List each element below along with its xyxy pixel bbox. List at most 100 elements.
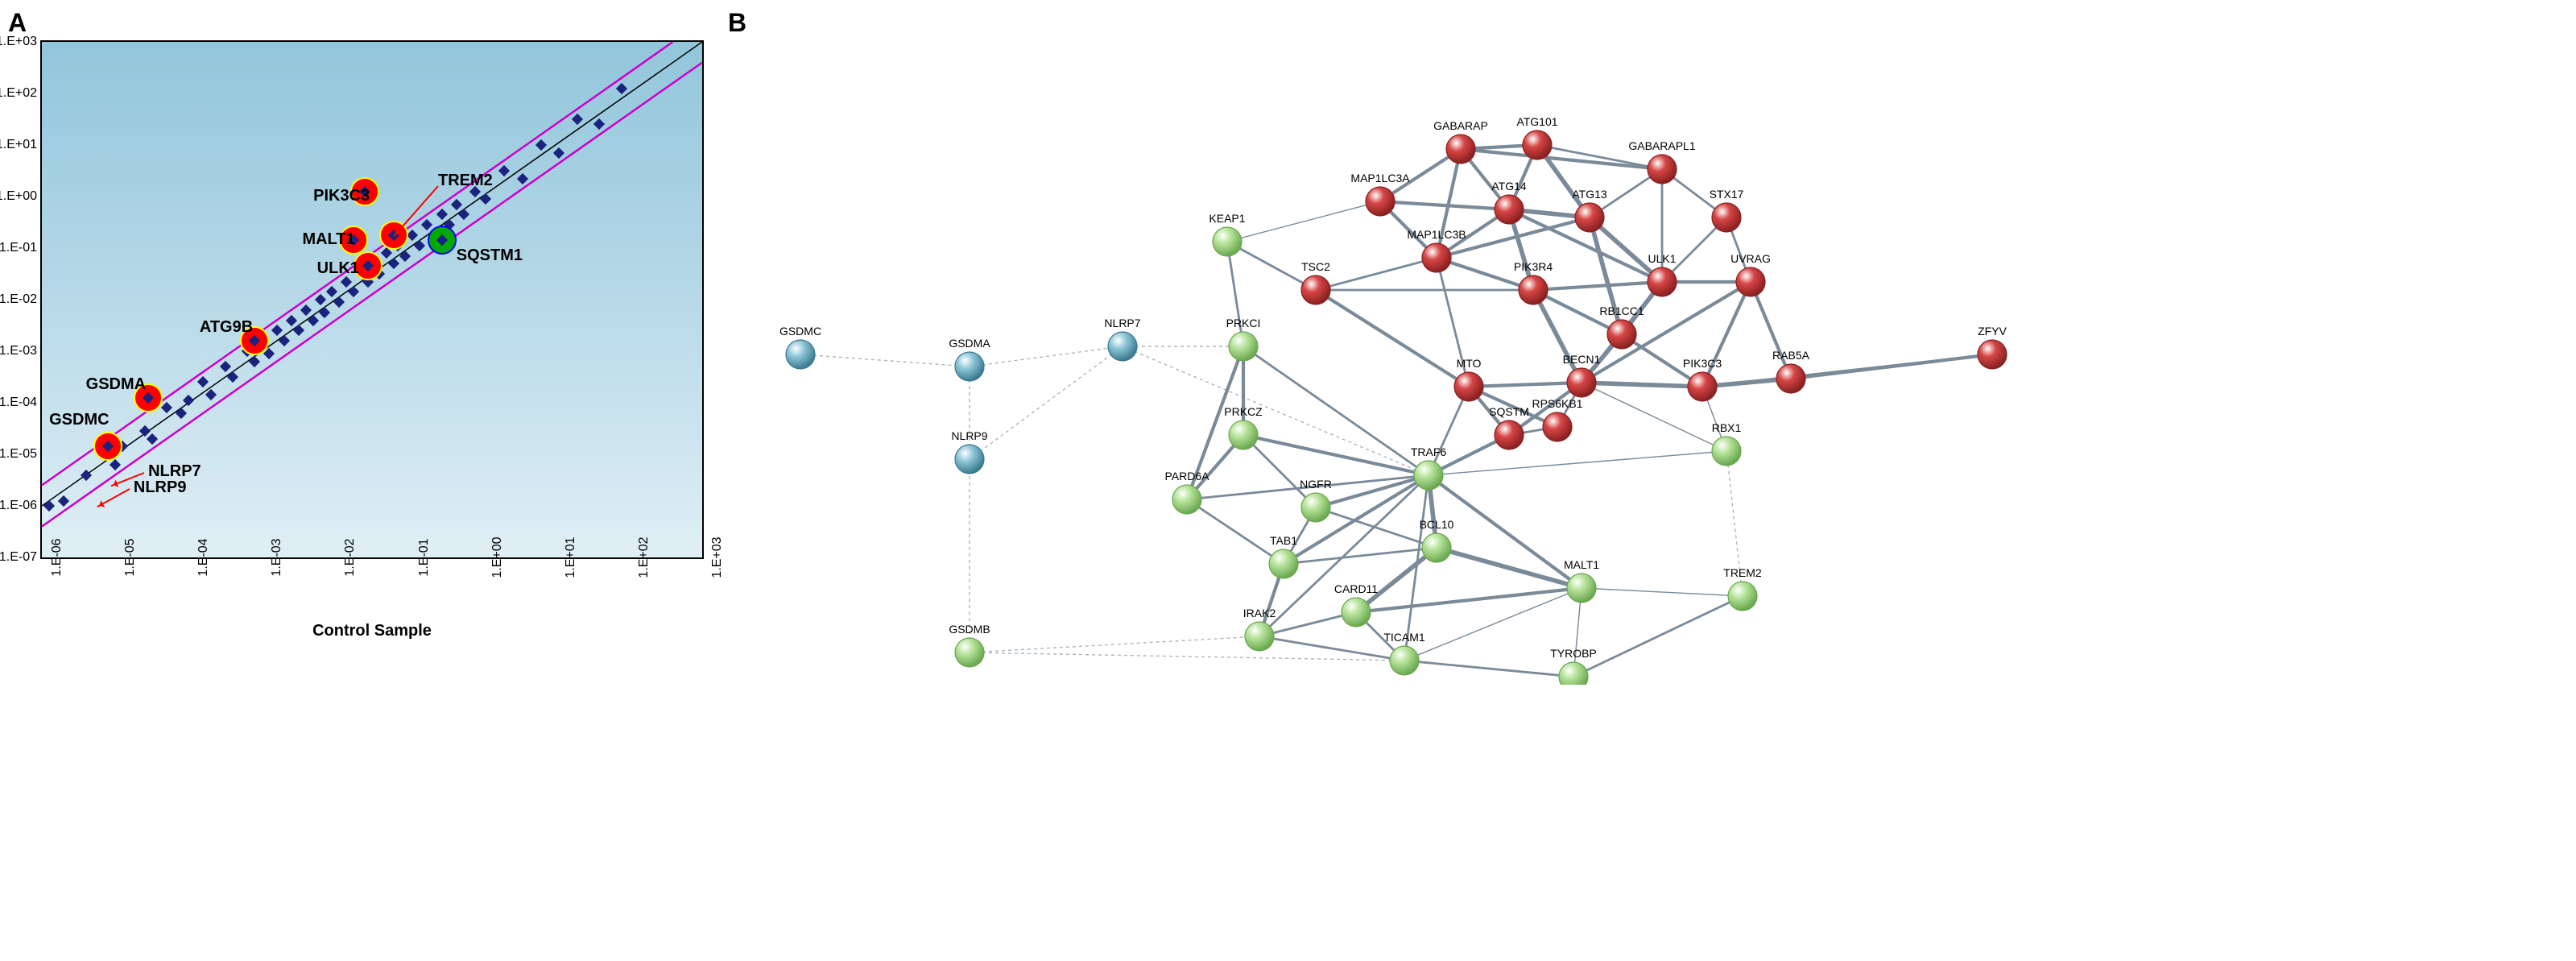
network-node	[1575, 203, 1604, 232]
y-tick-label: 1.E-03	[0, 344, 42, 358]
network-node	[1108, 332, 1137, 361]
network-node	[1776, 364, 1805, 393]
network-edge	[1123, 346, 1429, 475]
network-node	[1567, 574, 1596, 603]
y-tick-label: 1.E+00	[0, 189, 42, 204]
network-edge	[800, 354, 970, 367]
network-node	[955, 445, 984, 474]
node-label: CARD11	[1334, 582, 1378, 595]
network-node	[1736, 267, 1765, 296]
network-edge	[1437, 149, 1461, 258]
y-tick-label: 1.E-01	[0, 241, 42, 255]
node-label: UVRAG	[1730, 252, 1771, 265]
node-label: ATG101	[1516, 115, 1557, 128]
network-node	[1688, 372, 1717, 401]
node-label: BCL10	[1420, 518, 1454, 531]
network-node	[1543, 412, 1572, 441]
network-node	[1712, 437, 1741, 466]
network-edge	[1243, 435, 1316, 507]
network-node	[1523, 130, 1552, 159]
scatter-chart: GSDMCGSDMAATG9BMALT1ULK1PIK3C3TREM2SQSTM…	[40, 40, 704, 559]
node-label: PRKCZ	[1224, 405, 1263, 418]
network-edge	[1316, 507, 1437, 548]
gene-label: GSDMC	[49, 411, 109, 429]
node-label: BECN1	[1563, 353, 1601, 366]
x-tick-label: 1.E-04	[188, 538, 243, 576]
node-label: MALT1	[1564, 558, 1599, 571]
network-node	[955, 638, 984, 667]
network-node	[1269, 549, 1298, 578]
network-node	[1712, 203, 1741, 232]
node-label: GABARAP	[1433, 119, 1488, 132]
network-edge	[970, 346, 1123, 459]
node-label: TRAF6	[1411, 445, 1447, 458]
panel-b: B GSDMCGSDMANLRP9NLRP7GSDMBKEAP1PRKCIPRK…	[736, 16, 2105, 685]
gene-label: NLRP9	[134, 478, 187, 497]
network-edge	[1404, 661, 1573, 677]
node-label: NGFR	[1300, 478, 1332, 491]
node-label: STX17	[1710, 188, 1744, 201]
panel-a-label: A	[8, 8, 27, 38]
network-node	[1559, 662, 1588, 685]
node-label: IRAK2	[1243, 607, 1276, 619]
network-node	[1519, 275, 1548, 304]
x-tick-label: 1.E+02	[629, 536, 684, 578]
network-node	[1567, 368, 1596, 397]
network-nodes: GSDMCGSDMANLRP9NLRP7GSDMBKEAP1PRKCIPRKCZ…	[779, 115, 2007, 685]
network-edge	[1356, 548, 1437, 612]
y-tick-label: 1.E+03	[0, 35, 42, 49]
y-tick-label: 1.E-06	[0, 499, 42, 513]
network-edge	[1380, 201, 1509, 209]
gene-label: SQSTM1	[457, 246, 523, 265]
network-edge	[1227, 201, 1380, 242]
node-label: NLRP7	[1104, 317, 1140, 329]
network-node	[1390, 646, 1419, 675]
network-edge	[1573, 596, 1743, 677]
network-node	[1446, 135, 1475, 164]
panel-a: A GSDMCGSDMAATG9BMALT1ULK1PIK3C3TREM2SQS…	[16, 16, 704, 559]
y-tick-label: 1.E-05	[0, 447, 42, 462]
network-edge	[1469, 383, 1582, 387]
network-node	[1454, 372, 1483, 401]
network-edge	[1791, 354, 1992, 379]
node-label: PIK3R4	[1514, 260, 1553, 273]
x-tick-label: 1.E-02	[335, 538, 390, 576]
panel-b-label: B	[728, 8, 746, 38]
network-edge	[1316, 258, 1437, 290]
gene-label: MALT1	[302, 230, 354, 249]
network-node	[1728, 582, 1757, 611]
network-node	[955, 352, 984, 381]
network-edge	[970, 636, 1259, 652]
node-label: TSC2	[1301, 260, 1330, 273]
node-label: ATG14	[1491, 180, 1527, 193]
node-label: ATG13	[1572, 188, 1607, 201]
network-edge	[970, 652, 1404, 661]
node-label: NLRP9	[951, 429, 987, 442]
network-node	[1366, 187, 1395, 216]
network-node	[1213, 227, 1242, 256]
node-label: KEAP1	[1209, 212, 1245, 225]
node-label: RB1CC1	[1599, 304, 1644, 317]
node-label: MAP1LC3B	[1407, 228, 1466, 241]
x-tick-label: 1.E-05	[115, 538, 170, 576]
y-tick-label: 1.E+02	[0, 86, 42, 101]
network-node	[1245, 622, 1274, 651]
node-label: PIK3C3	[1683, 357, 1722, 370]
network-node	[1301, 275, 1330, 304]
y-tick-label: 1.E-04	[0, 396, 42, 410]
network-edge	[1227, 242, 1243, 346]
node-label: TICAM1	[1383, 631, 1425, 644]
network-node	[1301, 493, 1330, 522]
network-edge	[1356, 588, 1582, 612]
node-label: MAP1LC3A	[1350, 172, 1410, 184]
y-tick-label: 1.E-02	[0, 292, 42, 307]
node-label: ZFYV	[1978, 325, 2007, 338]
network-edges	[800, 145, 1992, 677]
node-label: MTO	[1457, 357, 1482, 370]
node-label: PARD6A	[1165, 470, 1210, 483]
network-edge	[1429, 475, 1582, 588]
node-label: GABARAPL1	[1628, 139, 1695, 152]
network-edge	[1533, 282, 1662, 290]
node-label: TYROBP	[1550, 647, 1597, 660]
x-tick-label: 1.E+00	[482, 536, 537, 578]
